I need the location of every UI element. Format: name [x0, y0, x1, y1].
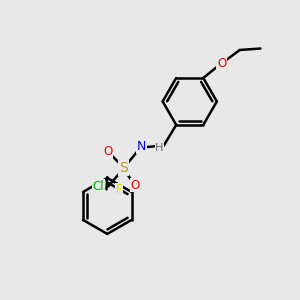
Text: S: S — [119, 161, 128, 175]
Text: N: N — [137, 140, 146, 154]
Text: H: H — [155, 143, 164, 153]
Text: O: O — [131, 179, 140, 192]
Text: Cl: Cl — [93, 180, 104, 193]
Text: O: O — [217, 57, 226, 70]
Text: O: O — [103, 146, 113, 158]
Text: F: F — [116, 183, 122, 196]
